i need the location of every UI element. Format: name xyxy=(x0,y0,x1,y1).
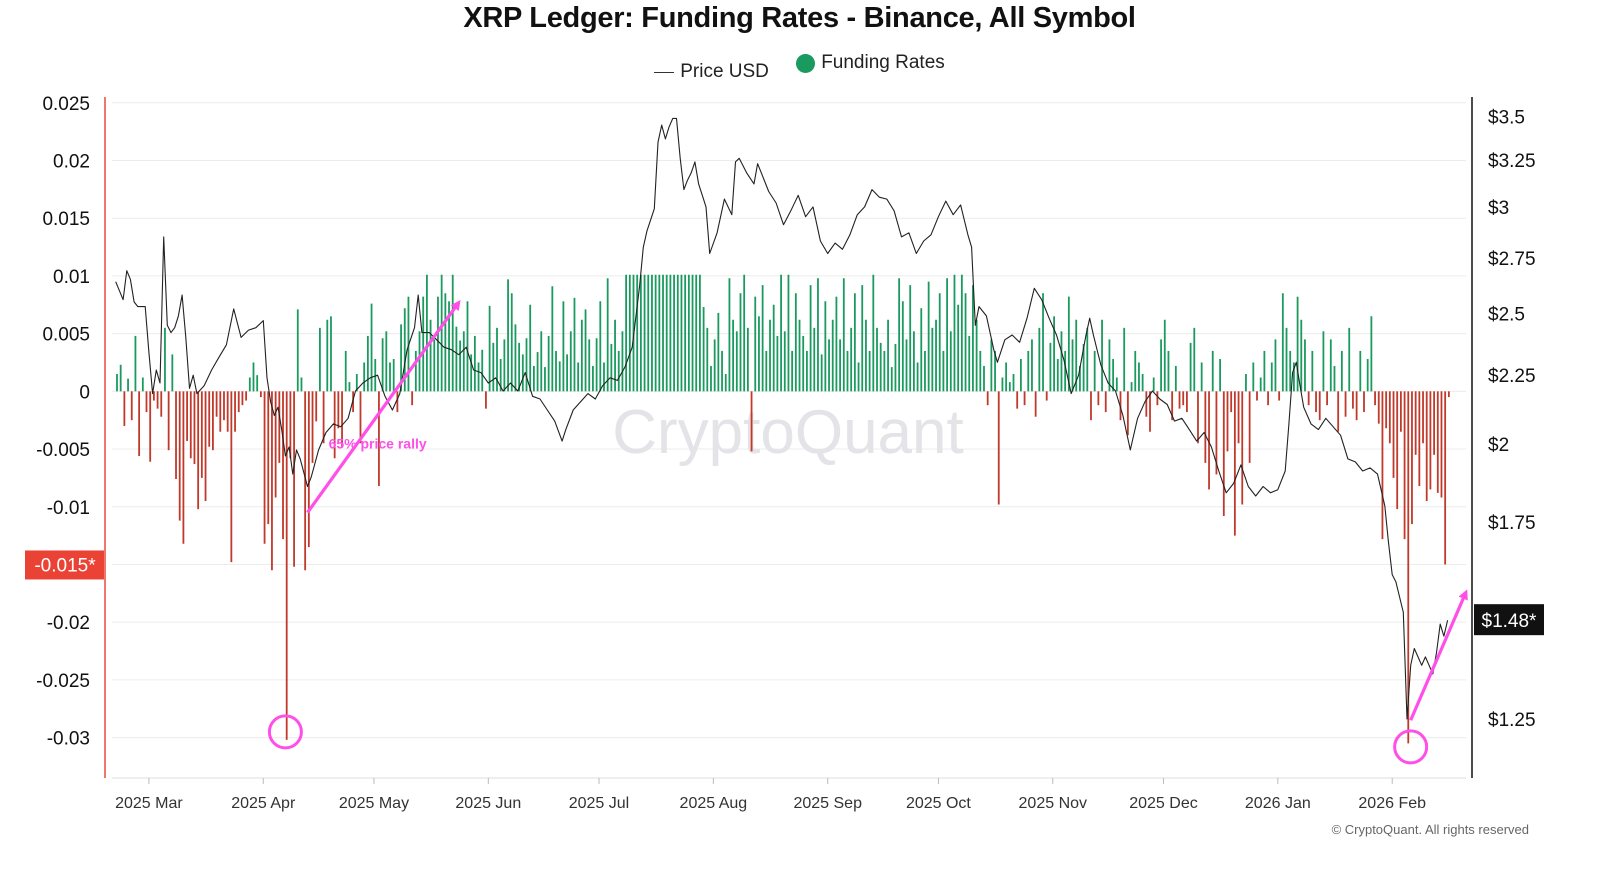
legend-label-funding: Funding Rates xyxy=(821,52,945,73)
left-tick-label: -0.01 xyxy=(47,498,90,519)
x-tick-label: 2025 Oct xyxy=(906,795,971,812)
highlight-circle xyxy=(1393,729,1429,765)
left-tick-label: 0.01 xyxy=(53,267,90,288)
highlight-circle xyxy=(267,714,303,750)
legend-label-price: Price USD xyxy=(680,61,769,82)
right-tick-label: $2 xyxy=(1488,435,1509,456)
left-tick-label: 0.015 xyxy=(42,209,90,230)
right-tick-label: $3 xyxy=(1488,198,1509,219)
trend-arrow xyxy=(1409,589,1468,721)
x-tick-label: 2025 May xyxy=(339,795,409,812)
right-tick-label: $2.75 xyxy=(1488,249,1536,270)
x-tick-label: 2025 Jun xyxy=(455,795,521,812)
right-tick-label: $3.25 xyxy=(1488,151,1536,172)
x-tick-label: 2025 Aug xyxy=(680,795,748,812)
left-tick-label: 0.02 xyxy=(53,151,90,172)
left-tick-label: -0.02 xyxy=(47,613,90,634)
x-tick-label: 2025 Jul xyxy=(569,795,630,812)
x-tick-label: 2025 Nov xyxy=(1019,795,1088,812)
watermark: CryptoQuant xyxy=(612,398,964,467)
trend-arrow xyxy=(306,300,461,514)
left-axis-highlight-box xyxy=(25,550,104,580)
funding-bars xyxy=(116,274,1450,744)
left-tick-label: -0.03 xyxy=(47,729,90,750)
right-tick-label: $2.5 xyxy=(1488,305,1525,326)
right-tick-label-highlight: $1.48* xyxy=(1482,611,1538,632)
x-tick-label: 2025 Sep xyxy=(793,795,862,812)
chart-title: XRP Ledger: Funding Rates - Binance, All… xyxy=(463,2,1136,34)
left-tick-label: 0.005 xyxy=(42,325,90,346)
left-tick-label: 0.025 xyxy=(42,94,90,115)
legend-line-swatch xyxy=(654,71,675,73)
annotations: 65% price rally xyxy=(267,300,1468,765)
right-tick-label: $1.75 xyxy=(1488,513,1536,534)
legend: Price USD Funding Rates xyxy=(0,52,1599,83)
left-tick-label: -0.005 xyxy=(36,440,90,461)
x-tick-label: 2025 Apr xyxy=(231,795,296,812)
left-tick-label: -0.015* xyxy=(34,555,96,576)
right-tick-label: $2.25 xyxy=(1488,366,1536,387)
x-tick-label: 2026 Jan xyxy=(1245,795,1311,812)
right-axis-highlight-box xyxy=(1474,604,1544,636)
x-tick-label: 2025 Dec xyxy=(1129,795,1198,812)
x-tick-label: 2025 Mar xyxy=(115,795,183,812)
copyright-credit: © CryptoQuant. All rights reserved xyxy=(1331,822,1529,837)
left-tick-label: 0 xyxy=(79,382,90,403)
right-tick-label: $3.5 xyxy=(1488,108,1525,129)
annotation-label: 65% price rally xyxy=(329,435,427,451)
right-tick-label: $1.25 xyxy=(1488,710,1536,731)
legend-item-funding[interactable]: Funding Rates xyxy=(796,52,945,74)
legend-item-price[interactable]: Price USD xyxy=(654,61,769,83)
x-tick-label: 2026 Feb xyxy=(1358,795,1426,812)
axes: 0.025 0.02 0.015 0.01 0.005 0 -0.005 -0.01 -0.01… xyxy=(25,94,1544,812)
left-tick-label: -0.025 xyxy=(36,671,90,692)
price-line xyxy=(115,117,1449,720)
legend-dot-swatch xyxy=(796,53,816,73)
